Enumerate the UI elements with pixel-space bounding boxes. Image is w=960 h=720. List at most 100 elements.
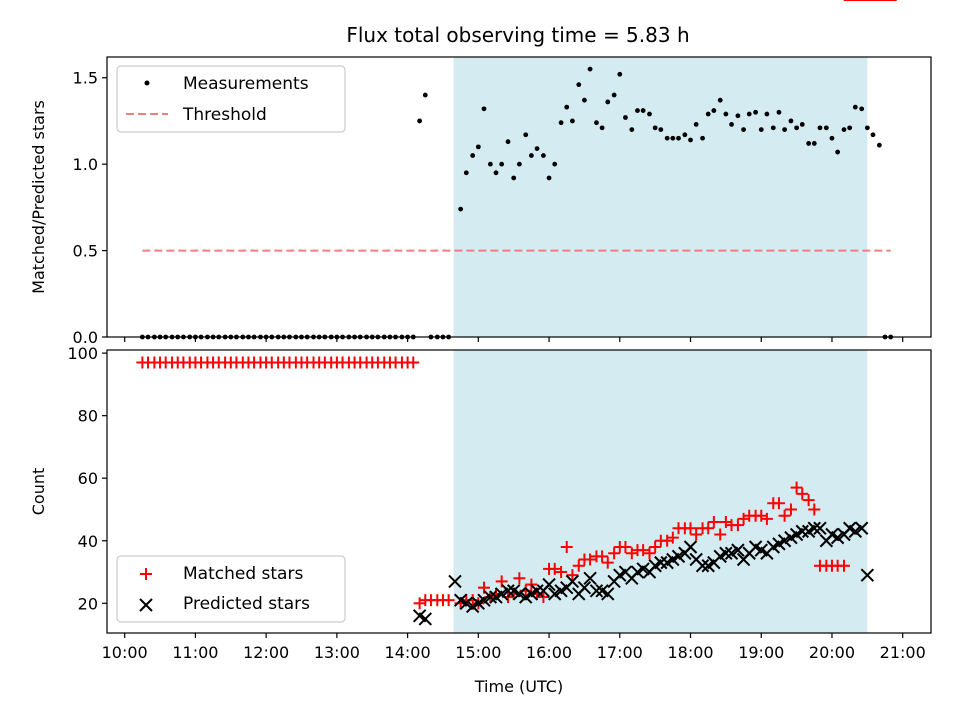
bottom-panel-marks	[136, 0, 897, 626]
y-tick-label: 0.5	[73, 242, 98, 261]
measurement-point	[705, 111, 711, 117]
x-tick-label: 20:00	[809, 643, 855, 662]
measurement-point	[458, 206, 464, 212]
measurement-point	[676, 135, 681, 141]
x-tick-label: 13:00	[314, 643, 360, 662]
measurement-point	[599, 125, 605, 131]
measurement-point	[682, 132, 688, 138]
measurement-point	[594, 120, 599, 126]
matched-star-point	[584, 553, 597, 566]
measurement-point	[788, 118, 794, 124]
matched-star-point	[548, 562, 561, 575]
measurement-point	[516, 161, 522, 167]
measurement-point	[587, 66, 593, 72]
measurement-point	[422, 92, 428, 98]
matched-star-point	[608, 547, 621, 560]
bottom-highlight-span	[453, 350, 868, 633]
measurement-point	[811, 141, 817, 146]
predicted-star-point	[530, 584, 544, 598]
matched-star-point	[572, 559, 585, 572]
legend-threshold-label: Threshold	[182, 105, 267, 125]
matched-star-point	[619, 541, 632, 554]
y-tick-label: 60	[78, 469, 98, 488]
measurement-point	[523, 132, 529, 138]
predicted-star-point	[577, 580, 592, 595]
predicted-star-point	[671, 549, 686, 564]
measurement-point	[799, 122, 805, 127]
bottom-legend-box	[116, 555, 346, 623]
measurement-point	[741, 127, 746, 132]
measurement-point	[541, 153, 546, 158]
y-tick-label: 1.0	[73, 155, 98, 174]
measurement-point	[505, 139, 511, 145]
measurement-point	[417, 118, 423, 124]
measurement-point	[876, 142, 882, 148]
matched-star-point	[513, 572, 526, 585]
measurement-point	[758, 127, 764, 132]
measurement-point	[647, 111, 652, 117]
legend-measurements-marker	[144, 80, 150, 86]
matched-star-point	[707, 515, 720, 528]
measurement-point	[546, 175, 552, 181]
matched-star-point	[784, 503, 797, 516]
matched-star-point	[560, 541, 573, 554]
matched-star-point	[731, 519, 744, 532]
measurement-point	[829, 135, 835, 141]
x-tick-label: 11:00	[172, 643, 218, 662]
measurement-point	[664, 135, 670, 141]
measurement-point	[817, 125, 823, 131]
matched-star-point	[596, 550, 609, 563]
measurement-point	[823, 125, 829, 131]
top-highlight-span	[453, 57, 868, 337]
measurement-point	[753, 109, 758, 115]
x-tick-label: 15:00	[455, 643, 501, 662]
matched-star-point	[808, 503, 821, 516]
predicted-star-point	[418, 612, 432, 626]
measurement-point	[558, 120, 564, 126]
x-tick-label: 14:00	[385, 643, 431, 662]
measurement-point	[864, 125, 870, 131]
predicted-star-point	[483, 590, 498, 604]
measurement-point	[652, 125, 658, 131]
measurement-point	[617, 71, 623, 77]
measurement-point	[605, 99, 611, 105]
bottom-legend: Matched stars Predicted stars	[116, 555, 346, 623]
measurement-point	[776, 109, 782, 115]
measurement-point	[582, 97, 587, 103]
y-tick-label: 0.0	[73, 328, 98, 347]
predicted-star-point	[830, 530, 845, 545]
matched-star-point	[690, 528, 703, 541]
measurement-point	[729, 122, 734, 127]
matched-star-point	[790, 481, 803, 494]
bottom-y-axis-label: Count	[29, 468, 48, 516]
predicted-star-point	[860, 568, 875, 582]
measurement-point	[700, 135, 705, 141]
matched-star-point	[649, 541, 662, 554]
top-y-ticks: 0.0 0.5 1.0 1.5	[73, 69, 107, 347]
measurement-point	[570, 118, 575, 124]
measurement-point	[847, 125, 853, 131]
matched-star-point	[555, 566, 568, 579]
matched-star-point	[601, 556, 614, 569]
top-x-tick-marks	[124, 337, 904, 342]
predicted-star-point	[501, 584, 515, 598]
chart-title: Flux total observing time = 5.83 h	[346, 23, 689, 47]
x-tick-label: 17:00	[597, 643, 643, 662]
measurement-point	[635, 108, 640, 113]
measurement-point	[528, 153, 534, 158]
predicted-star-point	[724, 546, 739, 560]
measurement-point	[806, 141, 812, 146]
matched-star-point	[637, 544, 650, 557]
predicted-star-point	[654, 555, 668, 570]
x-tick-label: 19:00	[738, 643, 784, 662]
y-tick-label: 80	[78, 407, 98, 426]
predicted-star-point	[848, 524, 863, 539]
measurement-point	[463, 170, 469, 176]
legend-predicted-marker	[139, 598, 153, 612]
matched-star-point	[643, 547, 656, 560]
x-tick-label: 10:00	[102, 643, 148, 662]
predicted-star-point	[477, 593, 491, 607]
predicted-star-point	[807, 521, 822, 535]
matched-star-point	[684, 522, 697, 535]
predicted-star-point	[494, 587, 509, 601]
